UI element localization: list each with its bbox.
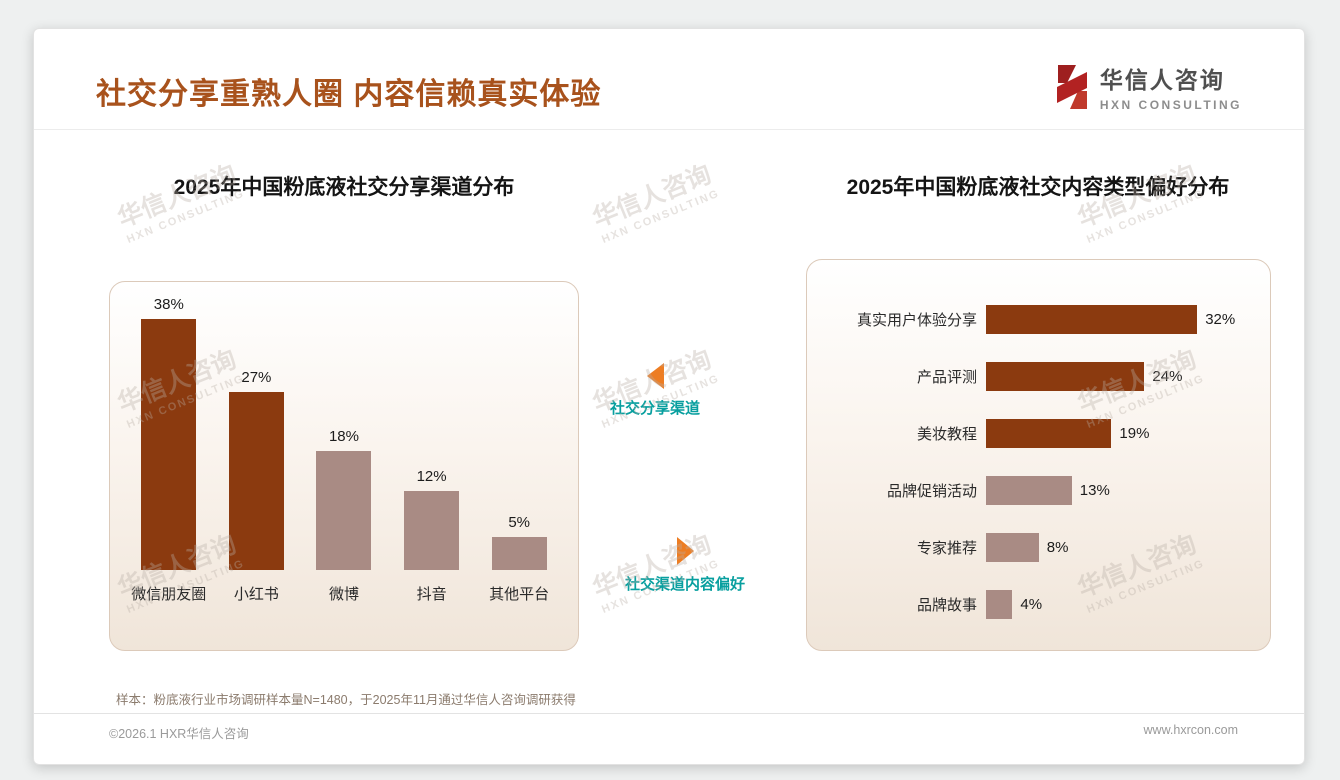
bar [986, 476, 1072, 505]
right-chart-panel: 真实用户体验分享 32% 产品评测 24% 美妆教程 19% 品牌促销活动 13% 专家推荐 8%… [806, 259, 1271, 651]
copyright-text: ©2026.1 HXR华信人咨询 [109, 727, 249, 741]
bar [986, 533, 1039, 562]
bar-column: 27% [213, 369, 301, 570]
bar-row: 品牌促销活动 13% [823, 476, 1262, 505]
bar-row: 美妆教程 19% [823, 419, 1262, 448]
bar-row: 产品评测 24% [823, 362, 1262, 391]
bar [404, 490, 460, 570]
bar-value-label: 38% [153, 296, 184, 314]
bar [316, 451, 372, 570]
footer-divider [34, 713, 1304, 714]
bar-value-label: 24% [1152, 368, 1183, 385]
bar [986, 419, 1112, 448]
bar-value-label: 19% [1119, 425, 1150, 442]
bar-value-label: 8% [1046, 539, 1069, 556]
arrow-right-icon [676, 537, 694, 565]
category-label: 微博 [328, 586, 359, 603]
bar-value-label: 27% [241, 368, 272, 386]
category-label: 品牌促销活动 [886, 483, 977, 500]
watermark-line2: HXN CONSULTING [600, 187, 722, 246]
annotation-share-channels: 社交分享渠道 [590, 363, 720, 418]
slide-card: 华信人咨询 HXN CONSULTING 华信人咨询 HXN CONSULTING 华信… [33, 28, 1305, 765]
bar [491, 537, 547, 570]
watermark: 华信人咨询 HXN CONSULTING [587, 154, 722, 246]
category-label: 美妆教程 [916, 426, 977, 443]
category-label: 品牌故事 [916, 597, 977, 614]
bar [986, 362, 1145, 391]
bar-value-label: 18% [328, 428, 359, 446]
category-label: 小红书 [233, 586, 279, 603]
bar-row: 品牌故事 4% [823, 590, 1262, 619]
logo-mark-icon [1056, 64, 1087, 109]
header-divider [34, 129, 1304, 130]
watermark-line1: 华信人咨询 [588, 160, 716, 233]
bar-value-label: 32% [1205, 311, 1236, 328]
bar-row: 真实用户体验分享 32% [823, 305, 1262, 334]
logo-subtitle: HXN CONSULTING [1099, 98, 1242, 112]
annotation-label: 社交渠道内容偏好 [624, 576, 745, 593]
logo: 华信人咨询 HXN CONSULTING [1054, 61, 1242, 112]
category-label: 产品评测 [916, 369, 977, 386]
bar-value-label: 5% [508, 514, 531, 531]
category-label: 真实用户体验分享 [856, 312, 977, 329]
sample-footnote: 样本：粉底液行业市场调研样本量N=1480，于2025年11月通过华信人咨询调研… [116, 693, 576, 707]
bar-column: 38% [125, 296, 213, 570]
vertical-bar-categories: 微信朋友圈 小红书 微博 抖音 其他平台 [125, 583, 563, 604]
page-title: 社交分享重熟人圈 内容信赖真实体验 [96, 78, 602, 111]
left-chart-title: 2025年中国粉底液社交分享渠道分布 [173, 176, 515, 199]
logo-name: 华信人咨询 [1099, 67, 1225, 93]
category-label: 抖音 [416, 586, 447, 603]
category-label: 其他平台 [489, 586, 550, 603]
website-url: www.hxrcon.com [1143, 723, 1238, 737]
bar-column: 12% [388, 468, 476, 570]
bar [141, 319, 197, 570]
vertical-bars: 38% 27% 18% 12% 5% [125, 296, 563, 570]
bar-row: 专家推荐 8% [823, 533, 1262, 562]
bar [986, 590, 1013, 619]
left-chart-panel: 38% 27% 18% 12% 5% 微信朋友圈 小红书 微博 抖音 其他平台 [109, 281, 579, 651]
bar-value-label: 13% [1079, 482, 1110, 499]
annotation-content-preference: 社交渠道内容偏好 [600, 537, 770, 594]
bar-column: 18% [300, 428, 388, 570]
category-label: 专家推荐 [916, 540, 977, 557]
bar-value-label: 12% [416, 467, 447, 485]
bar-value-label: 4% [1020, 596, 1043, 613]
logo-text: 华信人咨询 HXN CONSULTING [1100, 61, 1242, 112]
horizontal-bars: 真实用户体验分享 32% 产品评测 24% 美妆教程 19% 品牌促销活动 13% 专家推荐 8%… [823, 305, 1262, 647]
bar [228, 391, 284, 570]
category-label: 微信朋友圈 [131, 586, 207, 603]
annotation-label: 社交分享渠道 [609, 400, 700, 417]
bar [986, 305, 1198, 334]
right-chart-title: 2025年中国粉底液社交内容类型偏好分布 [846, 176, 1230, 199]
arrow-left-icon [646, 363, 664, 389]
bar-column: 5% [475, 514, 563, 570]
